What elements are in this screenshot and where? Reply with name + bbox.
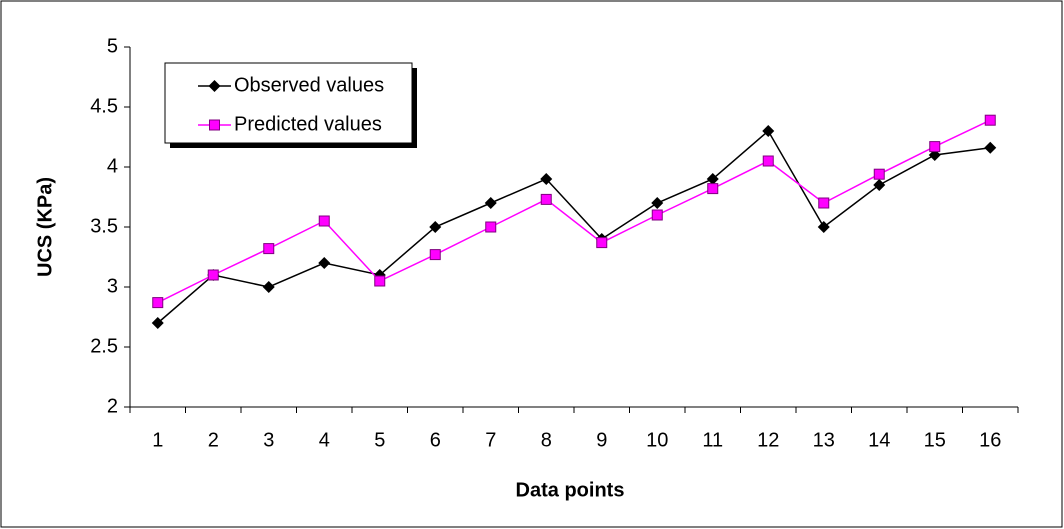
x-tick-label: 2 <box>208 429 219 451</box>
legend-label: Predicted values <box>234 113 382 135</box>
marker-square <box>485 221 497 233</box>
x-tick-label: 16 <box>979 429 1001 451</box>
x-tick-label: 1 <box>152 429 163 451</box>
marker-diamond <box>151 317 164 329</box>
marker-square <box>762 155 774 167</box>
marker-square <box>152 297 164 309</box>
marker-diamond <box>262 281 275 293</box>
legend-marker <box>208 80 221 92</box>
series <box>152 114 996 309</box>
marker-square <box>707 183 719 195</box>
marker-square <box>984 114 996 126</box>
marker-square <box>929 141 941 153</box>
x-tick-label: 4 <box>319 429 330 451</box>
x-tick-label: 7 <box>485 429 496 451</box>
x-tick-label: 11 <box>702 429 723 451</box>
marker-square <box>596 237 608 249</box>
y-tick-label: 4 <box>107 155 118 177</box>
marker-square <box>318 215 330 227</box>
marker-square <box>873 168 885 180</box>
y-tick-label: 3.5 <box>90 215 118 237</box>
y-tick-label: 5 <box>107 35 118 57</box>
y-tick-label: 4.5 <box>90 95 118 117</box>
marker-square <box>374 275 386 287</box>
marker-square <box>540 193 552 205</box>
marker-square <box>263 243 275 255</box>
x-tick-label: 8 <box>541 429 552 451</box>
series-line <box>157 129 991 324</box>
marker-diamond <box>762 125 775 137</box>
x-tick-label: 15 <box>924 429 946 451</box>
marker-square <box>818 197 830 209</box>
x-tick-label: 5 <box>374 429 385 451</box>
series-line <box>157 119 991 304</box>
x-tick-label: 14 <box>868 429 890 451</box>
marker-diamond <box>651 197 664 209</box>
marker-diamond <box>540 173 553 185</box>
marker-square <box>651 209 663 221</box>
x-tick-label: 3 <box>263 429 274 451</box>
marker-square <box>429 249 441 261</box>
x-axis-label: Data points <box>516 479 625 501</box>
marker-square <box>207 269 219 281</box>
marker-diamond <box>817 221 830 233</box>
y-tick-label: 2 <box>107 395 118 417</box>
y-tick-label: 2.5 <box>90 335 118 357</box>
y-tick-label: 3 <box>107 275 118 297</box>
legend-label: Observed values <box>234 74 384 96</box>
y-axis-label: UCS (KPa) <box>34 177 56 277</box>
marker-diamond <box>429 221 442 233</box>
x-tick-label: 10 <box>646 429 668 451</box>
x-tick-label: 6 <box>430 429 441 451</box>
marker-diamond <box>706 173 719 185</box>
marker-diamond <box>484 197 497 209</box>
marker-diamond <box>873 179 886 191</box>
x-tick-label: 9 <box>596 429 607 451</box>
legend-marker <box>209 119 220 131</box>
x-tick-label: 12 <box>757 429 779 451</box>
x-tick-label: 13 <box>813 429 835 451</box>
marker-diamond <box>318 257 331 269</box>
marker-diamond <box>984 141 997 154</box>
legend-box <box>164 62 413 144</box>
